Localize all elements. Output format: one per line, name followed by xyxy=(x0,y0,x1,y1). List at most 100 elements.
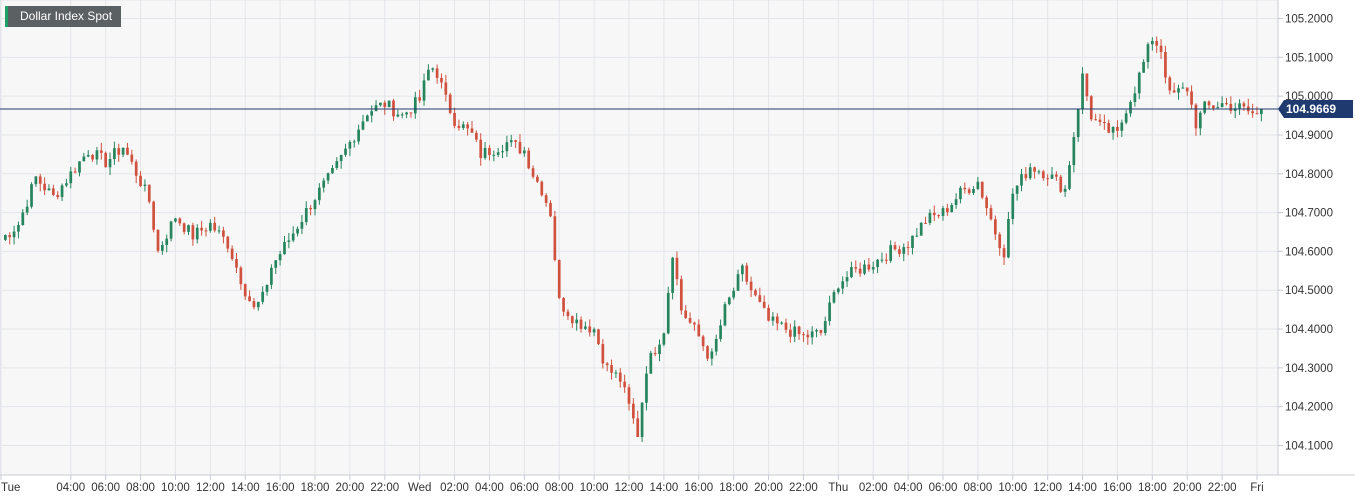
candle-down xyxy=(239,267,243,285)
candle-up xyxy=(60,185,64,197)
candle-up xyxy=(1020,174,1023,186)
candle-down xyxy=(898,249,901,254)
candle-up xyxy=(1072,137,1076,166)
candle-up xyxy=(1137,72,1141,94)
candle-down xyxy=(518,141,522,154)
candle-up xyxy=(326,173,330,181)
x-tick-label: 22:00 xyxy=(789,482,818,494)
candle-down xyxy=(1229,103,1233,111)
candle-down xyxy=(514,140,517,142)
candle-up xyxy=(1050,174,1054,179)
candle-down xyxy=(1024,174,1028,179)
candle-up xyxy=(496,152,500,155)
candle-down xyxy=(980,181,984,198)
x-tick-label: Fri xyxy=(1250,482,1263,494)
x-tick-label: 18:00 xyxy=(1138,482,1167,494)
candle-up xyxy=(911,235,914,248)
x-tick-label: 18:00 xyxy=(719,482,748,494)
candle-down xyxy=(139,175,142,187)
candle-down xyxy=(243,284,247,297)
x-tick-label: 16:00 xyxy=(266,482,295,494)
candle-down xyxy=(248,296,251,302)
candle-up xyxy=(461,124,465,129)
candle-down xyxy=(1172,90,1176,93)
candle-up xyxy=(941,208,945,216)
candle-up xyxy=(86,154,90,157)
candle-down xyxy=(597,329,600,345)
candle-up xyxy=(522,150,526,154)
candle-up xyxy=(719,325,722,339)
x-tick-label: Thu xyxy=(828,482,848,494)
candle-up xyxy=(1198,112,1202,129)
candle-up xyxy=(405,112,408,115)
candle-up xyxy=(671,257,674,293)
candle-up xyxy=(1068,165,1071,189)
x-tick-label: 20:00 xyxy=(335,482,364,494)
candle-up xyxy=(161,244,164,251)
candle-down xyxy=(1002,248,1006,258)
x-tick-label: 10:00 xyxy=(580,482,609,494)
candle-up xyxy=(828,302,831,322)
candle-up xyxy=(413,97,417,114)
y-axis-area xyxy=(1278,0,1355,475)
candle-down xyxy=(226,236,230,249)
candle-up xyxy=(82,156,86,162)
x-tick-label: 04:00 xyxy=(475,482,504,494)
candle-down xyxy=(985,197,988,209)
candle-down xyxy=(91,154,94,160)
candle-down xyxy=(444,82,448,95)
candle-down xyxy=(8,235,12,238)
candle-up xyxy=(352,141,356,143)
candle-down xyxy=(1207,101,1211,106)
candle-up xyxy=(658,344,661,355)
y-tick-label: 104.5000 xyxy=(1285,285,1333,297)
candle-down xyxy=(623,381,626,388)
candle-up xyxy=(78,161,81,173)
candle-up xyxy=(501,151,504,153)
candle-down xyxy=(967,189,971,193)
candle-up xyxy=(509,140,513,143)
candle-down xyxy=(675,257,679,280)
candle-down xyxy=(152,201,155,230)
candle-down xyxy=(762,301,766,308)
candle-up xyxy=(771,316,775,321)
candle-down xyxy=(1059,176,1063,192)
candle-up xyxy=(361,121,365,130)
x-tick-label: Wed xyxy=(408,482,431,494)
candle-down xyxy=(806,334,810,338)
x-tick-label: 12:00 xyxy=(196,482,225,494)
candle-down xyxy=(697,324,701,337)
candle-down xyxy=(126,147,129,155)
candle-up xyxy=(727,297,731,305)
candle-up xyxy=(21,212,25,226)
candle-up xyxy=(291,233,295,241)
candle-up xyxy=(387,100,391,108)
candle-up xyxy=(1007,219,1010,258)
y-tick-label: 104.1000 xyxy=(1285,441,1333,453)
candle-down xyxy=(989,208,993,220)
candle-up xyxy=(850,267,853,278)
candle-down xyxy=(566,311,570,317)
candle-up xyxy=(836,288,840,293)
candle-up xyxy=(34,176,38,185)
candle-up xyxy=(1181,87,1185,89)
candle-up xyxy=(1028,167,1032,179)
x-tick-label: 06:00 xyxy=(91,482,120,494)
candle-up xyxy=(283,241,286,255)
candle-down xyxy=(601,344,605,364)
candle-down xyxy=(457,125,461,129)
candle-down xyxy=(706,346,709,359)
x-tick-label: 16:00 xyxy=(1103,482,1132,494)
candle-up xyxy=(732,290,736,298)
candle-up xyxy=(832,292,836,303)
candle-up xyxy=(640,402,644,438)
candle-down xyxy=(854,267,858,269)
candle-down xyxy=(693,322,696,325)
candle-down xyxy=(867,264,871,270)
x-tick-label: 14:00 xyxy=(231,482,260,494)
x-tick-label: 02:00 xyxy=(440,482,469,494)
candle-up xyxy=(304,207,308,222)
candle-down xyxy=(605,363,609,366)
x-tick-label: 08:00 xyxy=(545,482,574,494)
